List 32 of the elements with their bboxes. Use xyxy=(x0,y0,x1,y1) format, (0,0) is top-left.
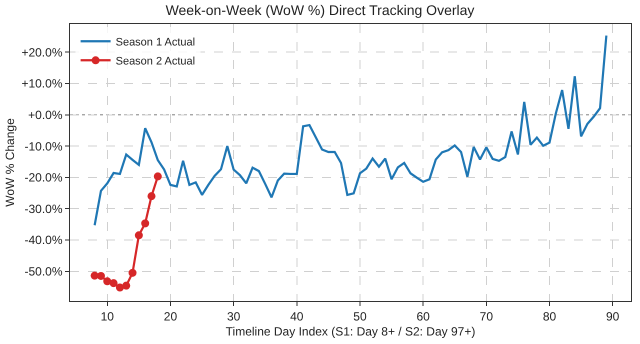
y-tick-label: +20.0% xyxy=(21,45,63,60)
point xyxy=(116,284,124,292)
legend-label: Season 1 Actual xyxy=(116,36,196,49)
chart-title: Week-on-Week (WoW %) Direct Tracking Overlay xyxy=(166,2,474,18)
line-series xyxy=(94,34,608,226)
x-tick-label: 60 xyxy=(416,310,430,324)
point xyxy=(110,279,118,288)
point xyxy=(141,219,150,228)
x-tick-label: 20 xyxy=(164,310,178,324)
y-tick-label: -10.0% xyxy=(24,139,63,154)
point xyxy=(154,172,162,180)
y-tick-label: -40.0% xyxy=(24,233,63,248)
x-tick-label: 90 xyxy=(606,310,620,324)
x-tick-label: 10 xyxy=(100,310,114,324)
point xyxy=(134,231,143,240)
x-tick-label: 50 xyxy=(353,310,367,324)
point xyxy=(122,282,130,290)
y-tick-label: -50.0% xyxy=(24,264,63,278)
y-tick-label: +0.0% xyxy=(28,108,63,122)
x-tick-label: 70 xyxy=(480,310,494,324)
y-tick-label: +10.0% xyxy=(21,76,63,91)
x-axis-title: Timeline Day Index (S1: Day 8+ / S2: Day 97+) xyxy=(226,324,476,338)
point xyxy=(148,192,156,200)
point xyxy=(128,268,137,277)
x-tick-label: 30 xyxy=(226,310,241,324)
y-tick-label: -30.0% xyxy=(24,202,63,216)
x-tick-label: 80 xyxy=(542,310,556,324)
legend-label: Season 2 Actual xyxy=(116,56,196,68)
y-tick-label: -20.0% xyxy=(24,170,63,185)
point xyxy=(96,272,105,280)
x-tick-label: 40 xyxy=(290,310,304,324)
y-axis-title: WoW % Change xyxy=(2,118,17,207)
